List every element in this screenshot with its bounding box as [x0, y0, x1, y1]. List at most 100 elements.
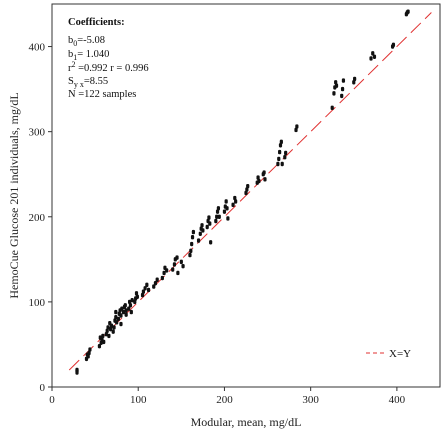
data-point	[106, 325, 110, 330]
data-point	[129, 309, 133, 315]
data-points	[75, 9, 410, 375]
data-point	[160, 275, 164, 281]
data-point	[134, 291, 139, 296]
data-point	[133, 299, 137, 305]
data-point	[105, 328, 109, 334]
data-point	[245, 187, 249, 192]
data-point	[256, 175, 260, 180]
data-point	[145, 282, 149, 288]
data-point	[153, 280, 158, 286]
data-point	[340, 86, 345, 92]
data-point	[112, 325, 116, 330]
y-axis-ticks: 0 100 200 300 400	[29, 42, 52, 394]
data-point	[190, 235, 195, 240]
data-point	[283, 155, 287, 160]
plot-frame	[51, 3, 441, 388]
data-point	[371, 51, 375, 56]
x-tick-label: 200	[216, 394, 233, 406]
data-point	[330, 105, 334, 111]
data-point	[279, 139, 283, 145]
data-point	[140, 292, 145, 298]
data-point	[120, 306, 124, 311]
data-point	[121, 309, 126, 315]
data-point	[191, 229, 196, 235]
data-point	[222, 209, 227, 214]
data-point	[277, 156, 281, 162]
data-point	[215, 209, 220, 214]
data-point	[276, 161, 280, 167]
data-point	[179, 259, 183, 265]
data-point	[278, 143, 283, 148]
y-tick-label: 0	[40, 382, 46, 394]
data-point	[214, 218, 218, 224]
data-point	[369, 56, 373, 61]
data-point	[257, 178, 261, 184]
data-point	[284, 150, 288, 156]
data-point	[119, 321, 123, 327]
plot-border	[51, 3, 441, 388]
data-point	[109, 326, 113, 332]
y-tick-label: 400	[29, 42, 46, 54]
data-point	[215, 214, 219, 219]
data-point	[87, 350, 91, 356]
legend-label-x-equals-y: X=Y	[389, 348, 411, 360]
data-point	[406, 9, 410, 14]
data-point	[128, 299, 132, 305]
data-point	[207, 215, 211, 220]
y-tick-label: 100	[29, 297, 46, 309]
data-point	[353, 76, 357, 82]
data-point	[205, 224, 209, 230]
coefficients-box: Coefficients: b0=-5.08 b1= 1.040 r2 =0.9…	[68, 17, 149, 100]
data-point	[124, 312, 128, 317]
data-point	[201, 228, 205, 233]
data-point	[114, 309, 118, 315]
data-point	[108, 320, 112, 326]
coef-n: N =122 samples	[68, 89, 136, 100]
data-point	[176, 270, 180, 276]
data-point	[102, 339, 106, 345]
data-point	[200, 223, 204, 228]
data-point	[208, 221, 212, 226]
data-point	[334, 83, 339, 88]
coefficients-title: Coefficients:	[68, 17, 125, 28]
x-tick-label: 100	[130, 394, 147, 406]
x-tick-label: 300	[302, 394, 319, 406]
data-point	[334, 80, 338, 85]
data-point	[143, 286, 147, 291]
data-point	[111, 329, 115, 334]
data-point	[372, 54, 377, 59]
data-point	[263, 177, 267, 182]
data-point	[165, 268, 169, 273]
data-point	[101, 333, 105, 339]
data-point	[352, 80, 356, 85]
data-point	[224, 199, 228, 204]
x-axis-ticks: 0 100 200 300 400	[49, 387, 406, 406]
data-point	[233, 195, 237, 201]
data-point	[155, 277, 159, 282]
data-point	[246, 183, 250, 189]
data-point	[162, 270, 166, 276]
data-point	[234, 199, 238, 204]
data-point	[115, 320, 119, 325]
coef-r2: r2 =0.992 r = 0.996	[68, 60, 149, 74]
data-point	[225, 206, 229, 211]
data-point	[119, 313, 123, 318]
data-point	[244, 190, 248, 196]
data-point	[181, 263, 185, 269]
data-point	[88, 347, 92, 352]
data-point	[189, 248, 193, 254]
data-point	[104, 332, 108, 337]
data-point	[114, 315, 118, 320]
x-tick-label: 400	[389, 394, 406, 406]
data-point	[107, 333, 111, 339]
data-point	[231, 202, 235, 208]
legend: X=Y	[366, 348, 411, 360]
data-point	[278, 149, 282, 155]
coef-b0: b0=-5.08	[68, 35, 105, 48]
data-point	[196, 238, 201, 243]
data-point	[141, 289, 145, 294]
data-point	[216, 206, 221, 211]
data-point	[152, 284, 156, 289]
data-point	[209, 240, 213, 245]
